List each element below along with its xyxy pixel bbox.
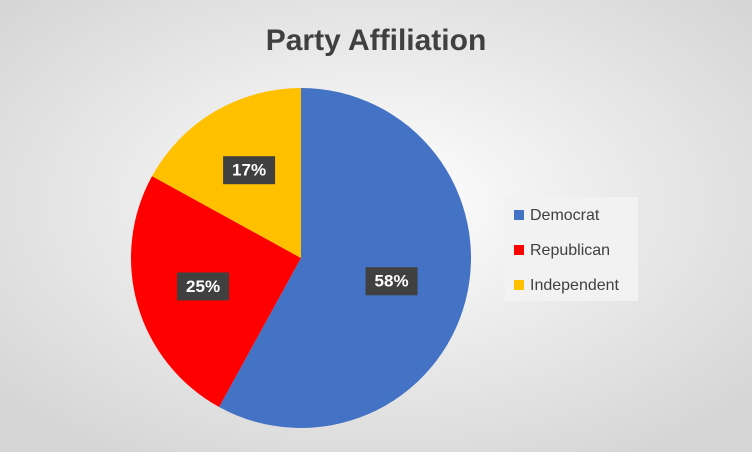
data-label: 25% [186, 277, 220, 296]
data-label: 58% [375, 272, 409, 291]
data-label-box [177, 272, 230, 301]
legend-swatch [514, 280, 524, 290]
data-label-box [365, 267, 418, 296]
legend-swatch [514, 210, 524, 220]
legend-label: Democrat [530, 207, 600, 224]
pie-slice [219, 88, 471, 428]
data-label: 17% [232, 161, 266, 180]
data-label-box [223, 156, 276, 185]
legend-box [505, 197, 638, 301]
legend-label: Independent [530, 277, 620, 294]
legend-swatch [514, 245, 524, 255]
legend-label: Republican [530, 242, 610, 259]
chart-title: Party Affiliation [266, 24, 487, 57]
